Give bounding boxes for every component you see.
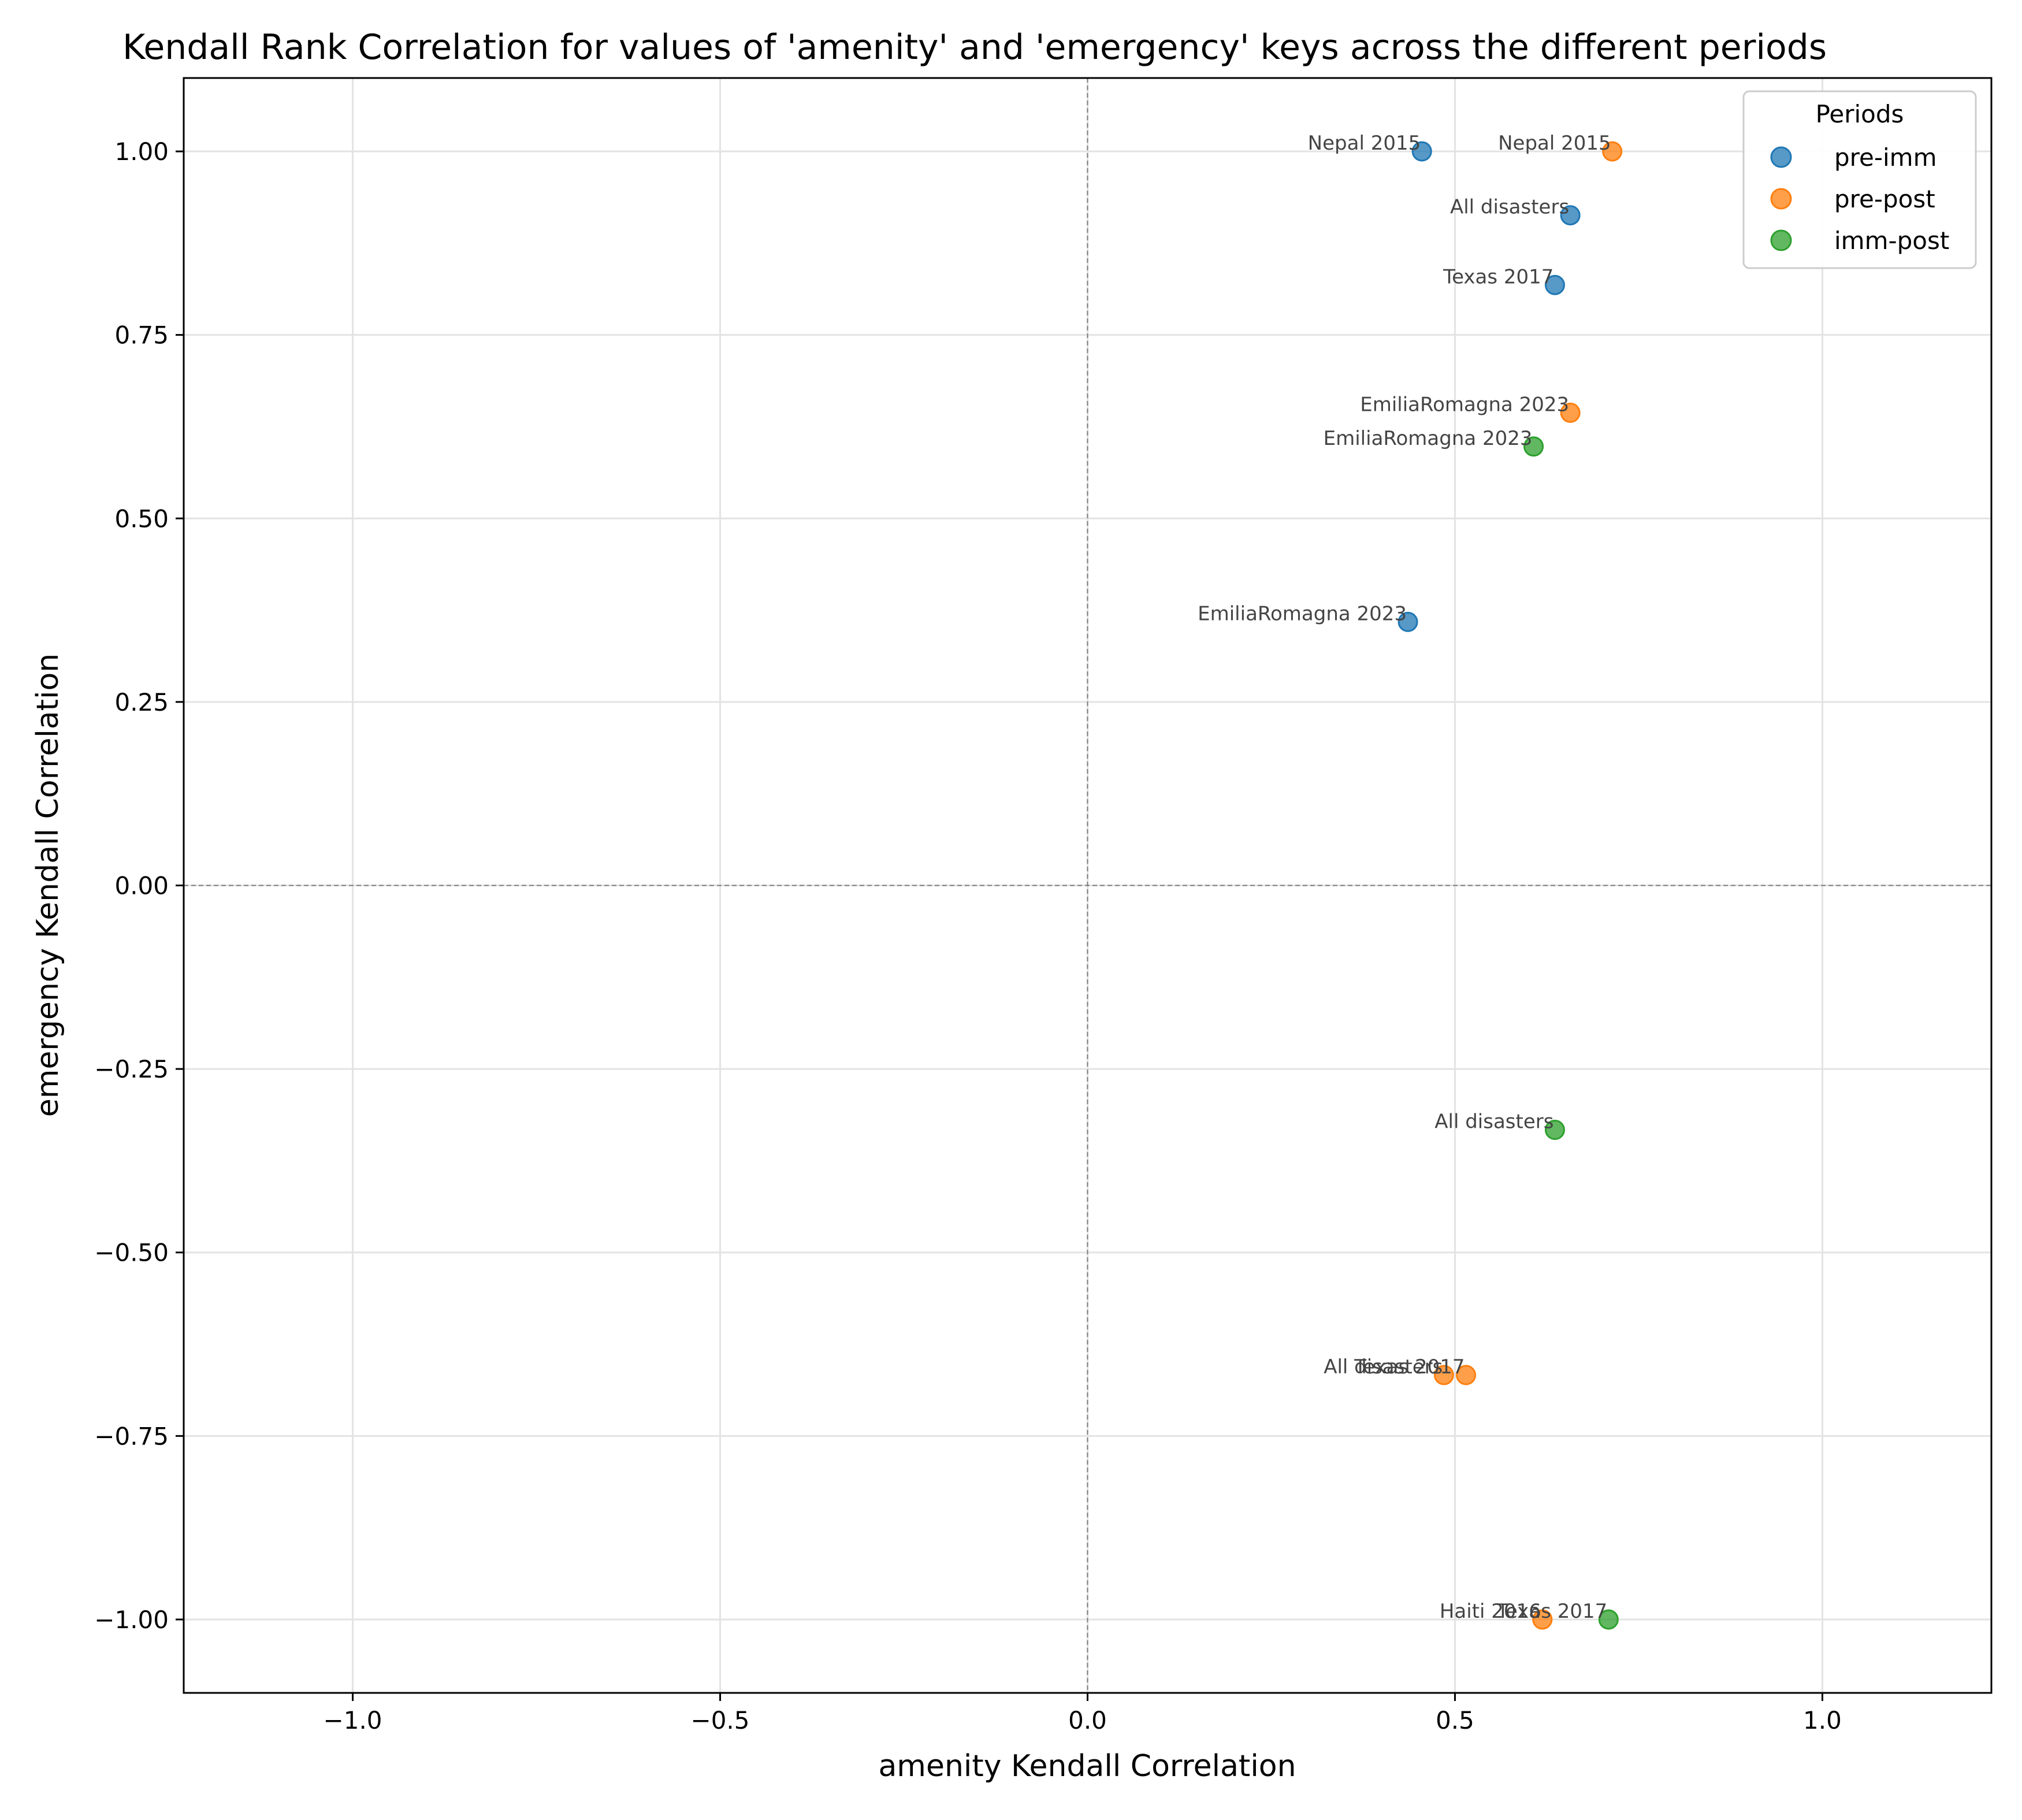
point-label: All disasters bbox=[1324, 1355, 1443, 1379]
data-point-imm-post bbox=[1598, 1609, 1619, 1630]
x-tick-label: −1.0 bbox=[324, 1706, 382, 1734]
data-point-pre-post bbox=[1532, 1609, 1553, 1630]
reference-lines bbox=[184, 78, 1991, 1693]
x-axis-ticks: −1.0 −0.5 0.0 0.5 1.0 bbox=[324, 1693, 1842, 1734]
legend-box bbox=[1742, 90, 1977, 269]
data-point-pre-post bbox=[1602, 141, 1623, 162]
legend-label: imm-post bbox=[1834, 226, 1949, 255]
data-points bbox=[1397, 141, 1623, 1630]
point-label: Nepal 2015 bbox=[1308, 132, 1421, 155]
x-tick-label: 0.0 bbox=[1068, 1706, 1107, 1734]
legend-marker-pre-imm bbox=[1770, 146, 1792, 168]
point-label: All disasters bbox=[1434, 1110, 1553, 1134]
data-point-pre-imm bbox=[1397, 611, 1418, 632]
legend-label: pre-post bbox=[1834, 185, 1935, 213]
x-axis-label: amenity Kendall Correlation bbox=[878, 1749, 1296, 1784]
y-tick-label: 0.25 bbox=[114, 688, 169, 716]
point-label: Texas 2017 bbox=[1443, 265, 1553, 288]
point-label: Texas 2017 bbox=[1354, 1355, 1465, 1379]
point-label: EmiliaRomagna 2023 bbox=[1360, 393, 1569, 416]
y-axis-ticks: −1.00 −0.75 −0.50 −0.25 0.00 0.25 0.50 0.75 1.00 bbox=[94, 138, 184, 1634]
point-label: Nepal 2015 bbox=[1498, 132, 1611, 155]
legend-items: pre-imm pre-post imm-post bbox=[1770, 143, 1949, 255]
point-label: Texas 2017 bbox=[1496, 1600, 1607, 1623]
legend-marker-pre-post bbox=[1770, 188, 1792, 210]
x-tick-label: 1.0 bbox=[1803, 1706, 1842, 1734]
y-axis-label: emergency Kendall Correlation bbox=[31, 653, 65, 1117]
y-tick-label: 0.75 bbox=[114, 321, 169, 350]
point-label: Haiti 2016 bbox=[1440, 1600, 1541, 1623]
point-label: EmiliaRomagna 2023 bbox=[1324, 427, 1533, 450]
data-point-pre-imm bbox=[1544, 274, 1565, 295]
y-tick-label: 1.00 bbox=[114, 138, 169, 166]
legend-marker-imm-post bbox=[1770, 229, 1792, 251]
legend-label: pre-imm bbox=[1834, 143, 1937, 172]
legend-title: Periods bbox=[1816, 100, 1904, 128]
y-tick-label: 0.50 bbox=[114, 504, 169, 533]
x-tick-label: −0.5 bbox=[691, 1706, 750, 1734]
data-point-imm-post bbox=[1544, 1120, 1565, 1141]
data-point-pre-post bbox=[1433, 1365, 1454, 1386]
data-point-imm-post bbox=[1523, 436, 1544, 457]
point-label: All disasters bbox=[1450, 196, 1569, 219]
y-tick-label: −0.75 bbox=[94, 1422, 169, 1450]
y-tick-label: −1.00 bbox=[94, 1606, 169, 1634]
legend: Periods pre-imm pre-post imm-post bbox=[1742, 90, 1977, 269]
y-tick-label: −0.50 bbox=[94, 1239, 169, 1267]
y-tick-label: −0.25 bbox=[94, 1055, 169, 1083]
data-point-pre-imm bbox=[1560, 205, 1581, 226]
point-label: EmiliaRomagna 2023 bbox=[1198, 602, 1407, 625]
chart-title: Kendall Rank Correlation for values of '… bbox=[122, 27, 1827, 68]
y-tick-label: 0.00 bbox=[114, 872, 169, 900]
data-point-pre-post bbox=[1456, 1365, 1477, 1386]
data-point-pre-imm bbox=[1411, 141, 1432, 162]
x-tick-label: 0.5 bbox=[1436, 1706, 1474, 1734]
data-point-pre-post bbox=[1560, 402, 1581, 423]
